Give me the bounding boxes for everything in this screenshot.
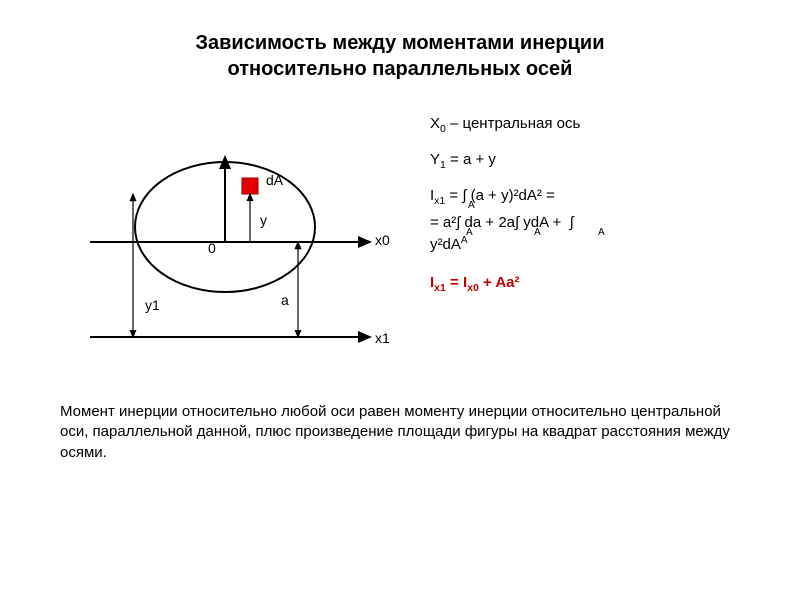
eq-result: Ix1 = Ix0 + Aa² (430, 271, 760, 297)
eq3: Ix1 = ∫ (a + y)²dA² = A (430, 184, 760, 210)
eq1: X0 – центральная ось (430, 112, 760, 138)
title-line1: Зависимость между моментами инерции (195, 32, 604, 54)
eq2: Y1 = a + y (430, 148, 760, 174)
content-row: dA 0 y x0 x1 a y1 X0 – центральная ось Y… (0, 102, 800, 382)
dA-square (242, 178, 258, 194)
label-zero: 0 (208, 240, 216, 256)
diagram: dA 0 y x0 x1 a y1 (50, 112, 420, 372)
label-y1: y1 (145, 297, 160, 313)
eq4-line2: y²dAA (430, 233, 760, 257)
footnote-text: Момент инерции относительно любой оси ра… (60, 403, 730, 461)
label-x1: x1 (375, 330, 390, 346)
label-a: a (281, 292, 289, 308)
label-x0: x0 (375, 232, 390, 248)
equations-column: X0 – центральная ось Y1 = a + y Ix1 = ∫ … (420, 112, 760, 372)
footnote: Момент инерции относительно любой оси ра… (0, 382, 800, 483)
title-line2: относительно параллельных осей (228, 58, 573, 80)
label-y: y (260, 212, 267, 228)
diagram-svg (50, 112, 420, 372)
page-title: Зависимость между моментами инерции отно… (0, 0, 800, 102)
eq4: = a²∫ da + 2a∫ ydA + ∫ A A A (430, 211, 760, 235)
label-dA: dA (266, 172, 283, 188)
